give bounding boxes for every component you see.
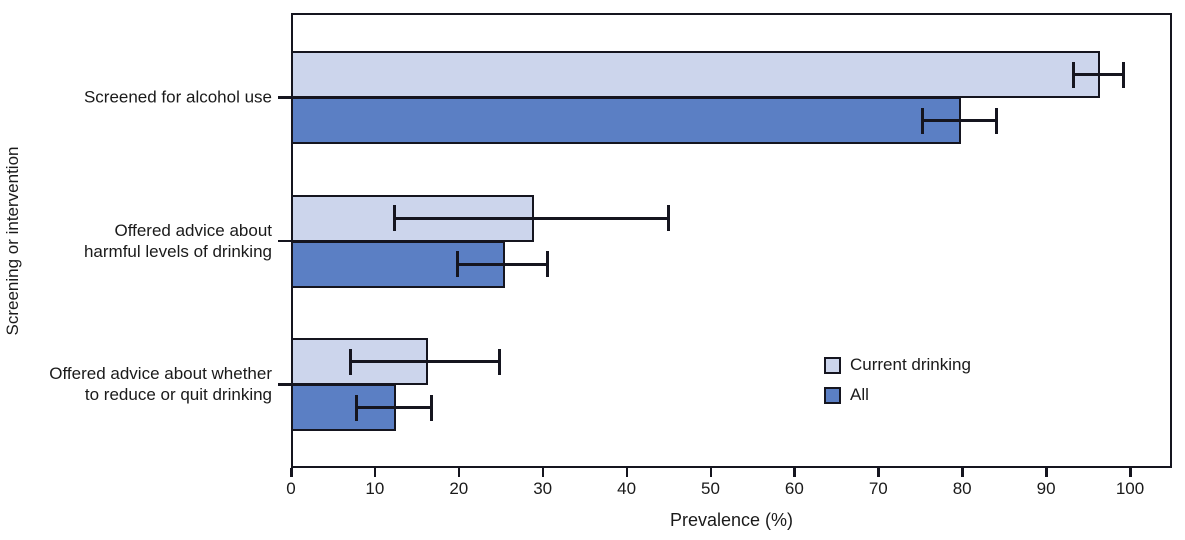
x-axis-tick <box>793 468 796 477</box>
bar-all-group1 <box>291 97 961 144</box>
x-tick-label: 20 <box>449 479 469 498</box>
x-axis-tick <box>457 468 461 477</box>
x-axis-tick <box>290 468 293 477</box>
error-bar-cap-low <box>1071 61 1075 88</box>
category-label: Offered advice about whether to reduce or… <box>0 363 272 405</box>
x-axis-tick <box>373 468 377 477</box>
error-bar-cap-low <box>348 348 352 375</box>
x-axis-tick <box>877 468 880 477</box>
error-bar-cap-low <box>920 107 924 134</box>
error-bar-current-drinking-group2 <box>394 216 670 220</box>
error-bar-all-group1 <box>921 119 997 122</box>
bar-current-drinking-group1 <box>291 51 1101 98</box>
x-tick-label: 60 <box>784 479 804 498</box>
x-axis-tick <box>625 468 629 477</box>
legend-swatch-current-drinking <box>824 356 841 374</box>
category-label-line: Offered advice about whether <box>49 364 272 383</box>
error-bar-cap-high <box>429 394 433 421</box>
error-bar-cap-high <box>667 205 671 231</box>
category-label-line: harmful levels of drinking <box>83 241 272 261</box>
x-tick-label: 0 <box>286 479 296 498</box>
category-label: Screened for alcohol use <box>0 87 272 108</box>
x-tick-label: 80 <box>952 479 972 498</box>
category-label: Offered advice about harmful levels of dr… <box>0 220 272 262</box>
legend-label: Current drinking <box>850 355 971 374</box>
legend: Current drinking All <box>824 355 971 405</box>
x-axis-tick <box>1045 468 1048 477</box>
x-tick-label: 10 <box>365 479 385 498</box>
x-tick-label: 50 <box>701 479 720 498</box>
legend-item-all: All <box>824 385 971 405</box>
error-bar-current-drinking-group1 <box>1072 73 1125 76</box>
y-axis-tick <box>278 239 291 242</box>
legend-swatch-all <box>824 386 841 404</box>
legend-item-current-drinking: Current drinking <box>824 355 971 375</box>
error-bar-cap-low <box>354 394 358 421</box>
x-tick-label: 40 <box>617 479 637 498</box>
error-bar-cap-high <box>1122 61 1126 88</box>
error-bar-cap-high <box>497 348 501 375</box>
x-axis-tick <box>709 468 712 477</box>
x-tick-label: 100 <box>1115 479 1145 498</box>
y-axis-tick <box>278 383 291 386</box>
y-axis-tick <box>278 96 291 99</box>
x-tick-label: 70 <box>868 479 888 498</box>
legend-label: All <box>850 385 869 404</box>
x-axis-tick <box>961 468 964 477</box>
error-bar-all-group3 <box>355 406 432 409</box>
category-label-line: Screened for alcohol use <box>83 87 272 107</box>
error-bar-cap-high <box>994 107 998 134</box>
error-bar-cap-low <box>456 251 460 277</box>
error-bar-all-group2 <box>457 262 548 266</box>
category-label-line: Offered advice about <box>114 220 272 240</box>
x-axis-title: Prevalence (%) <box>669 510 794 530</box>
x-axis-tick <box>541 468 545 477</box>
x-tick-label: 90 <box>1036 479 1056 498</box>
category-label-line: to reduce or quit drinking <box>84 385 272 404</box>
error-bar-current-drinking-group3 <box>349 360 500 363</box>
error-bar-cap-low <box>393 205 397 231</box>
x-axis-tick <box>1129 468 1132 477</box>
error-bar-cap-high <box>545 251 549 277</box>
x-tick-label: 30 <box>533 479 553 498</box>
